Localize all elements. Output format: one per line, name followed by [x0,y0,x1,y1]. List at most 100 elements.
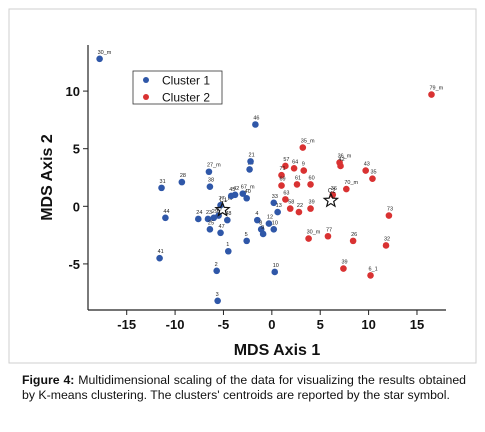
data-point-cluster-2 [369,175,376,182]
point-label: 77_m [219,196,233,202]
data-point-cluster-1 [224,216,231,224]
point-label: 77 [326,227,332,233]
point-label: 36 [331,186,337,192]
data-point-cluster-1 [270,226,278,233]
data-point-cluster-2 [282,196,289,203]
point-label: 73 [387,207,393,213]
y-tick-label: 10 [66,84,80,99]
centroid-star-2 [322,191,340,208]
data-point-cluster-2 [343,185,350,193]
data-point-cluster-1 [96,55,103,63]
point-label: 47 [219,224,225,230]
point-label: 28 [180,173,186,179]
data-point-cluster-1 [178,178,186,186]
point-label: 26 [351,232,357,238]
point-label: 27_m [207,163,221,169]
point-label: 24 [196,210,202,216]
data-point-cluster-1 [217,229,224,237]
point-label: 39 [341,260,347,266]
point-label: 35 [370,170,376,176]
point-label: 2 [215,262,218,268]
y-tick-label: 5 [73,142,80,157]
point-label: 67_m [241,185,255,191]
centroid-label: C1 [219,198,227,204]
data-point-cluster-1 [213,267,220,275]
data-point-cluster-2 [385,212,393,219]
data-point-cluster-2 [300,167,308,174]
data-point-cluster-1 [206,226,214,233]
point-label: 6_1 [369,266,378,272]
point-label: 60 [309,175,315,181]
point-label: 30_m [98,50,112,56]
data-point-cluster-2 [382,242,390,249]
point-label: 32 [384,236,390,242]
point-label: 35_m [301,139,315,145]
point-label: 5 [245,232,248,238]
point-label: 61 [295,175,301,181]
legend: Cluster 1 Cluster 2 [132,70,223,105]
data-point-cluster-1 [205,168,213,176]
point-label: 58 [288,200,294,206]
data-point-cluster-1 [254,216,261,224]
caption-label: Figure 4: [22,373,75,387]
x-axis-label: MDS Axis 1 [234,342,321,359]
data-point-cluster-1 [265,220,273,227]
point-label: 42 [233,186,239,192]
point-label: 13 [276,203,282,209]
data-point-cluster-2 [305,235,312,242]
point-label: 21 [249,152,255,158]
data-point-cluster-1 [239,190,247,197]
point-label: 23 [206,210,212,216]
point-label: 69 [280,177,286,183]
point-label: 48 [225,211,231,217]
data-point-cluster-1 [246,166,253,173]
point-label: 8 [259,220,262,226]
data-point-cluster-2 [278,171,285,179]
data-point-cluster-2 [286,205,294,212]
data-point-cluster-1 [162,214,169,222]
data-point-cluster-1 [156,254,163,262]
x-tick-label: 5 [317,317,324,332]
data-point-cluster-2 [340,265,347,272]
data-point-cluster-2 [337,162,344,170]
point-label: 12 [267,215,273,221]
data-point-cluster-2 [282,162,289,170]
point-label: 41 [158,249,164,255]
x-tick-label: 0 [268,317,275,332]
point-label: 45 [229,187,235,193]
data-point-cluster-1 [214,297,221,305]
data-point-cluster-2 [307,181,314,188]
point-label: 70_m [344,180,358,186]
caption-text: Multidimensional scaling of the data for… [22,373,466,402]
data-point-cluster-1 [243,194,250,202]
data-point-cluster-1 [195,215,202,223]
legend-marker-cluster-1 [143,77,149,83]
x-tick-label: -15 [117,317,136,332]
point-label: 10 [272,220,278,226]
point-label: 42 [339,157,345,163]
data-point-cluster-2 [349,237,357,245]
point-label: 1 [226,242,229,248]
data-point-cluster-1 [224,247,232,255]
point-label: 31 [160,179,166,185]
figure-frame [8,8,477,364]
point-label: 57 [283,157,289,163]
data-point-cluster-2 [428,91,435,98]
point-label: 36_m [338,154,352,160]
point-label: 10 [273,263,279,269]
data-point-cluster-2 [295,208,303,216]
x-tick-label: 10 [361,317,375,332]
data-point-cluster-1 [247,158,254,165]
legend-label-cluster-2: Cluster 2 [162,91,210,105]
data-point-cluster-2 [367,272,374,279]
point-label: 3 [216,292,219,298]
figure-caption: Figure 4: Multidimensional scaling of th… [22,373,466,403]
legend-label-cluster-1: Cluster 1 [162,74,210,88]
centroid-star-1 [214,201,231,217]
x-tick-label: -5 [218,317,230,332]
x-tick-label: -10 [166,317,185,332]
point-label: 9 [261,225,264,231]
